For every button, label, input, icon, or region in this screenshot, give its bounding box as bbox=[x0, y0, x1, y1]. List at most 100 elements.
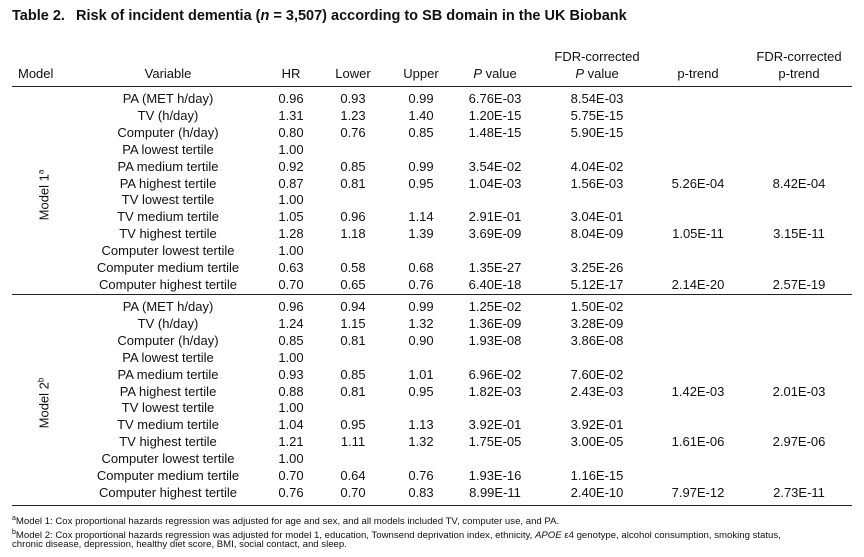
header-fdr-p-value-text: value bbox=[583, 66, 619, 81]
header-hr: HR bbox=[281, 66, 301, 81]
cell-ptrend: 2.14E-20 bbox=[671, 276, 725, 292]
header-lower: Lower bbox=[335, 66, 371, 81]
header-p-value: P value bbox=[473, 65, 516, 82]
cell-variable: Computer medium tertile bbox=[96, 468, 240, 483]
cell-lower: 1.23 bbox=[340, 107, 366, 123]
cell-variable: TV lowest tertile bbox=[121, 400, 215, 416]
cell-upper: 0.95 bbox=[408, 383, 434, 399]
cell-fdr-p-value: 3.00E-05 bbox=[570, 434, 624, 450]
cell-p-value: 1.75E-05 bbox=[468, 434, 522, 450]
cell-fdr-p-value: 3.25E-26 bbox=[570, 260, 624, 275]
cell-hr: 0.85 bbox=[278, 332, 304, 348]
cell-lower: 1.15 bbox=[340, 315, 366, 331]
header-fdr-line1: FDR-corrected bbox=[554, 49, 640, 64]
cell-upper: 0.99 bbox=[408, 158, 434, 174]
cell-fdr-ptrend: 8.42E-04 bbox=[772, 175, 826, 191]
cell-upper: 0.76 bbox=[408, 468, 434, 483]
cell-lower: 0.96 bbox=[340, 209, 366, 225]
cell-variable: TV (h/day) bbox=[137, 315, 199, 331]
cell-lower: 0.85 bbox=[340, 366, 366, 382]
cell-fdr-ptrend: 2.97E-06 bbox=[772, 434, 826, 450]
cell-hr: 1.28 bbox=[278, 226, 304, 242]
cell-lower: 0.81 bbox=[340, 175, 366, 191]
cell-p-value: 1.82E-03 bbox=[468, 383, 522, 399]
cell-upper: 0.99 bbox=[408, 299, 434, 314]
cell-hr: 0.70 bbox=[278, 468, 304, 483]
cell-fdr-p-value: 5.90E-15 bbox=[570, 124, 624, 140]
cell-fdr-p-value: 3.86E-08 bbox=[570, 332, 624, 348]
cell-lower: 0.95 bbox=[340, 417, 366, 433]
cell-hr: 0.87 bbox=[278, 175, 304, 191]
cell-ptrend: 1.61E-06 bbox=[671, 434, 725, 450]
cell-p-value: 6.76E-03 bbox=[468, 91, 522, 106]
cell-upper: 0.68 bbox=[408, 260, 434, 275]
footnote-b-line2: chronic disease, depression, healthy die… bbox=[12, 539, 347, 550]
cell-upper: 1.32 bbox=[408, 434, 434, 450]
cell-fdr-ptrend: 3.15E-11 bbox=[773, 226, 825, 242]
cell-ptrend: 1.42E-03 bbox=[671, 383, 725, 399]
cell-variable: Computer lowest tertile bbox=[101, 451, 235, 467]
cell-p-value: 3.69E-09 bbox=[468, 226, 522, 242]
title-text-post: = 3,507) according to SB domain in the U… bbox=[269, 8, 627, 24]
bottom-rule bbox=[12, 505, 852, 506]
cell-fdr-p-value: 2.43E-03 bbox=[570, 383, 624, 399]
cell-fdr-ptrend: 2.73E-11 bbox=[773, 484, 825, 500]
cell-p-value: 6.96E-02 bbox=[468, 366, 522, 382]
cell-lower: 0.65 bbox=[340, 276, 366, 292]
cell-hr: 1.31 bbox=[278, 107, 304, 123]
cell-fdr-p-value: 5.12E-17 bbox=[570, 276, 624, 292]
cell-variable: PA lowest tertile bbox=[122, 349, 214, 365]
cell-lower: 0.70 bbox=[340, 484, 366, 500]
cell-variable: TV (h/day) bbox=[137, 107, 199, 123]
cell-hr: 0.93 bbox=[278, 366, 304, 382]
cell-lower: 1.18 bbox=[340, 226, 366, 242]
cell-p-value: 1.36E-09 bbox=[468, 315, 522, 331]
header-p-value-text: value bbox=[481, 66, 517, 81]
cell-ptrend: 7.97E-12 bbox=[671, 484, 725, 500]
cell-fdr-p-value: 1.56E-03 bbox=[570, 175, 624, 191]
header-p-italic: P bbox=[473, 66, 482, 81]
cell-hr: 1.00 bbox=[278, 141, 304, 157]
cell-variable: PA highest tertile bbox=[119, 175, 217, 191]
cell-variable: Computer (h/day) bbox=[117, 124, 219, 140]
cell-upper: 1.13 bbox=[408, 417, 434, 433]
cell-fdr-ptrend: 2.57E-19 bbox=[772, 276, 826, 292]
cell-p-value: 6.40E-18 bbox=[468, 276, 522, 292]
cell-variable: PA medium tertile bbox=[117, 158, 219, 174]
cell-p-value: 1.25E-02 bbox=[468, 299, 522, 314]
cell-upper: 0.99 bbox=[408, 91, 434, 106]
cell-hr: 0.92 bbox=[278, 158, 304, 174]
cell-hr: 1.00 bbox=[278, 349, 304, 365]
cell-lower: 0.85 bbox=[340, 158, 366, 174]
model-divider-rule bbox=[12, 294, 852, 295]
cell-hr: 1.24 bbox=[278, 315, 304, 331]
header-upper: Upper bbox=[403, 66, 439, 81]
cell-p-value: 1.04E-03 bbox=[468, 175, 522, 191]
cell-lower: 0.81 bbox=[340, 383, 366, 399]
cell-lower: 0.76 bbox=[340, 124, 366, 140]
cell-upper: 1.01 bbox=[408, 366, 434, 382]
cell-hr: 1.04 bbox=[278, 417, 304, 433]
cell-p-value: 3.92E-01 bbox=[468, 417, 522, 433]
cell-variable: TV lowest tertile bbox=[121, 192, 215, 208]
cell-lower: 1.11 bbox=[340, 434, 366, 450]
cell-upper: 0.95 bbox=[408, 175, 434, 191]
cell-variable: Computer lowest tertile bbox=[101, 243, 235, 259]
cell-p-value: 1.48E-15 bbox=[468, 124, 522, 140]
cell-fdr-p-value: 4.04E-02 bbox=[570, 158, 624, 174]
model-2-label: Model 2b bbox=[36, 377, 52, 429]
cell-fdr-p-value: 3.28E-09 bbox=[570, 315, 624, 331]
header-fdr-p-value: P value bbox=[575, 65, 618, 82]
cell-variable: TV medium tertile bbox=[117, 209, 219, 225]
cell-ptrend: 1.05E-11 bbox=[672, 226, 724, 242]
cell-lower: 0.81 bbox=[340, 332, 366, 348]
cell-variable: PA (MET h/day) bbox=[122, 299, 214, 314]
cell-hr: 1.05 bbox=[278, 209, 304, 225]
cell-fdr-p-value: 1.16E-15 bbox=[570, 468, 624, 483]
cell-hr: 0.80 bbox=[278, 124, 304, 140]
title-n-variable: n bbox=[260, 8, 270, 24]
header-fdr-p-italic: P bbox=[575, 66, 584, 81]
table-number: Table 2. bbox=[12, 8, 65, 24]
cell-variable: Computer (h/day) bbox=[117, 332, 219, 348]
cell-hr: 0.76 bbox=[278, 484, 304, 500]
